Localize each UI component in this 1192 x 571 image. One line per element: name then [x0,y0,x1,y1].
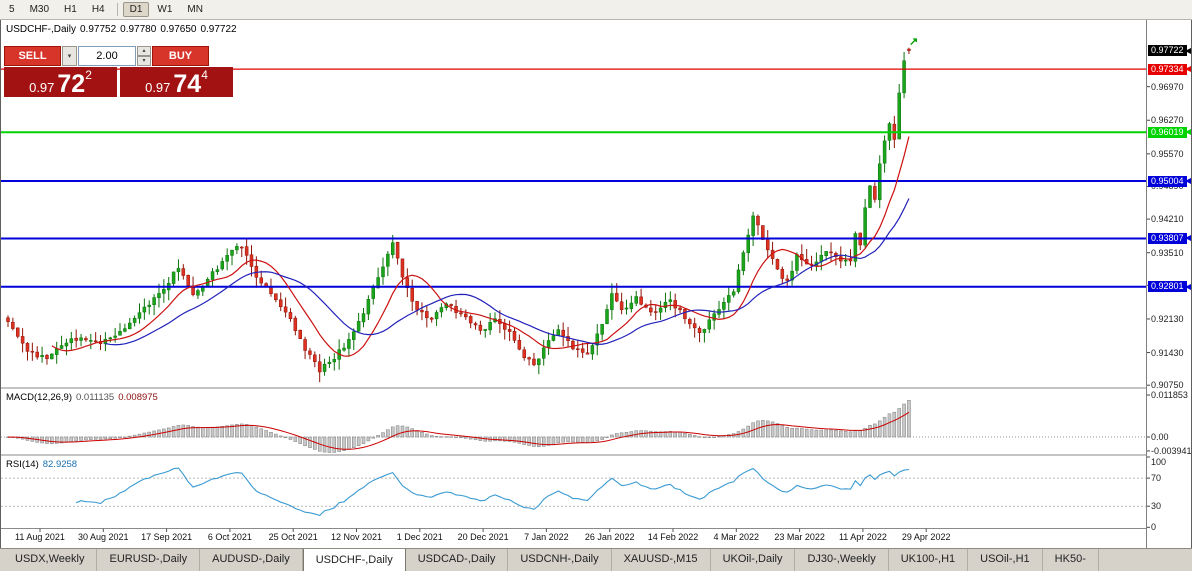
timeframe-m30-button[interactable]: M30 [23,2,56,17]
sell-price-big: 72 [57,69,86,98]
volume-increase-button[interactable]: ▴ [137,46,151,56]
ohlc-high: 0.97780 [120,24,157,35]
timeframe-h1-button[interactable]: H1 [57,2,84,17]
rsi-label: RSI(14) [6,459,39,470]
timeframe-toolbar: 5 M30 H1 H4 D1 W1 MN [0,0,1192,20]
sell-price-sup: 2 [85,68,92,82]
sell-button[interactable]: SELL [4,46,61,66]
chart-symbol-label: USDCHF-,Daily [6,24,76,35]
chart-tab-usoil-h1[interactable]: USOil-,H1 [968,549,1043,571]
macd-label: MACD(12,26,9) [6,392,72,403]
chart-tab-usdcnh-daily[interactable]: USDCNH-,Daily [508,549,612,571]
trade-arrow-icon: ↗ [909,36,918,48]
macd-signal-line [7,411,910,450]
chevron-down-icon: ▾ [67,53,72,60]
sell-price-display[interactable]: 0.97 72 2 [4,67,117,97]
chart-tab-usdchf-daily[interactable]: USDCHF-,Daily [302,549,406,571]
sell-price-prefix: 0.97 [29,79,55,95]
buy-price-display[interactable]: 0.97 74 4 [120,67,233,97]
ma-fast-line [51,136,910,357]
trade-controls-row: SELL ▾ ▴ ▾ BUY [4,46,236,66]
volume-input[interactable] [78,46,136,66]
volume-decrease-button[interactable]: ▾ [137,56,151,66]
volume-dropdown-button[interactable]: ▾ [62,46,77,66]
timeframe-5-button[interactable]: 5 [2,2,22,17]
chart-tab-ukoil-daily[interactable]: UKOil-,Daily [711,549,796,571]
ohlc-open: 0.97752 [80,24,117,35]
buy-button[interactable]: BUY [152,46,209,66]
buy-price-sup: 4 [201,68,208,82]
rsi-pane-header: RSI(14) 82.9258 [6,459,81,470]
rsi-value: 82.9258 [42,459,78,470]
ohlc-low: 0.97650 [160,24,197,35]
chart-tab-eurusd-daily[interactable]: EURUSD-,Daily [97,549,201,571]
timeframe-h4-button[interactable]: H4 [85,2,112,17]
chart-tab-xauusd-m15[interactable]: XAUUSD-,M15 [612,549,711,571]
timeframe-w1-button[interactable]: W1 [150,2,179,17]
chart-ohlc-header: USDCHF-,Daily 0.97752 0.97780 0.97650 0.9772… [6,24,241,35]
chart-background [0,19,1192,549]
chart-tab-usdcad-daily[interactable]: USDCAD-,Daily [406,549,509,571]
trade-prices-row: 0.97 72 2 0.97 74 4 [4,67,236,97]
chart-tab-dj30-weekly[interactable]: DJ30-,Weekly [795,549,889,571]
buy-price-big: 74 [173,69,202,98]
ma-slow-line [105,198,910,346]
chevron-up-icon: ▴ [142,47,146,54]
ohlc-close: 0.97722 [200,24,237,35]
macd-pane-header: MACD(12,26,9) 0.011135 0.008975 [6,392,162,403]
volume-spinner: ▴ ▾ [137,46,151,66]
chart-tab-audusd-daily[interactable]: AUDUSD-,Daily [200,549,303,571]
timeframe-d1-button[interactable]: D1 [122,2,150,17]
chart-tab-hk50[interactable]: HK50- [1043,549,1099,571]
macd-histogram [6,400,911,453]
toolbar-separator [116,3,118,16]
chevron-down-icon: ▾ [142,57,146,64]
macd-value-signal: 0.008975 [118,392,158,403]
rsi-line [75,467,910,516]
chart-tab-usdx-weekly[interactable]: USDX,Weekly [3,549,98,571]
chart-tabs-bar: USDX,Weekly EURUSD-,Daily AUDUSD-,Daily USD… [0,548,1192,571]
macd-value-main: 0.011135 [76,392,115,403]
buy-price-prefix: 0.97 [145,79,171,95]
one-click-trading-panel: SELL ▾ ▴ ▾ BUY 0.97 72 2 0.97 74 4 [4,46,236,97]
chart-tab-uk100-h1[interactable]: UK100-,H1 [889,549,969,571]
timeframe-mn-button[interactable]: MN [180,2,210,17]
